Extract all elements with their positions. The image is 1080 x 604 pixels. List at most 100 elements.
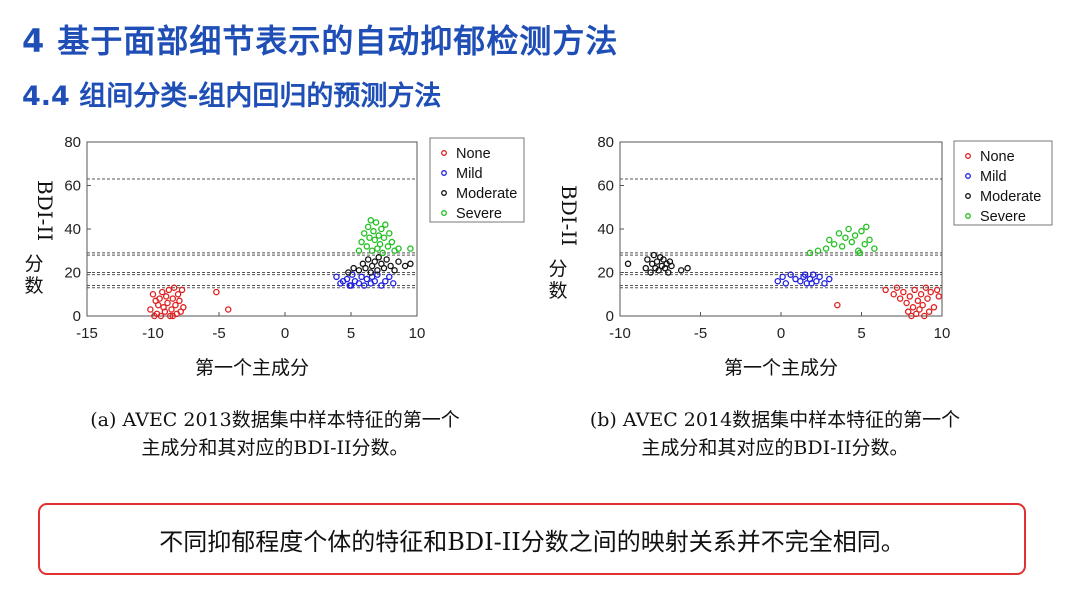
legend-label-mild: Mild — [980, 169, 1007, 185]
x-tick-label: -10 — [142, 325, 164, 342]
x-tick-label: 10 — [934, 325, 951, 342]
data-point-severe — [364, 223, 372, 231]
y-tick-label: 60 — [64, 178, 81, 195]
data-point-severe — [826, 236, 833, 244]
legend-label-moderate: Moderate — [980, 189, 1041, 205]
data-point-none — [900, 288, 907, 296]
data-point-none — [909, 304, 917, 311]
y-axis-label: BDI-II — [557, 185, 581, 246]
caption-a-line1: (a) AVEC 2013数据集中样本特征的第一个 — [90, 409, 460, 431]
legend-label-none: None — [980, 149, 1015, 165]
data-point-moderate — [668, 262, 675, 270]
caption-b-line2: 主成分和其对应的BDI-II分数。 — [641, 437, 909, 459]
data-point-moderate — [653, 258, 661, 265]
page-title: 4 基于面部细节表示的自动抑郁检测方法 — [22, 22, 619, 60]
data-point-mild — [808, 280, 815, 287]
data-point-none — [917, 290, 925, 298]
data-point-severe — [380, 234, 388, 241]
data-point-moderate — [350, 264, 357, 272]
x-tick-label: -15 — [76, 325, 98, 342]
y-tick-label: 80 — [597, 134, 614, 151]
legend-marker-none — [441, 150, 447, 156]
data-point-none — [176, 297, 183, 305]
data-point-severe — [370, 227, 377, 235]
legend-marker-moderate — [441, 190, 447, 196]
data-point-mild — [378, 282, 385, 289]
data-point-none — [180, 304, 187, 311]
y-tick-label: 40 — [64, 221, 81, 238]
data-point-severe — [856, 249, 864, 257]
data-point-severe — [382, 221, 389, 228]
data-point-none — [149, 290, 157, 298]
data-point-severe — [848, 238, 856, 246]
data-point-severe — [866, 236, 873, 244]
y-tick-label: 80 — [64, 134, 81, 151]
data-point-none — [170, 284, 178, 291]
data-point-severe — [366, 234, 373, 241]
data-point-severe — [845, 225, 852, 233]
data-point-mild — [333, 273, 340, 281]
data-point-moderate — [655, 267, 662, 274]
legend-marker-mild — [441, 170, 447, 176]
data-point-none — [172, 301, 179, 309]
data-point-none — [906, 293, 914, 300]
data-point-severe — [814, 247, 822, 254]
data-point-severe — [842, 234, 849, 241]
y-axis-label-char: 数 — [24, 275, 43, 297]
data-point-moderate — [391, 267, 398, 274]
data-point-mild — [355, 280, 363, 287]
data-point-none — [914, 297, 922, 305]
data-point-severe — [806, 249, 814, 257]
data-point-none — [157, 312, 165, 320]
x-tick-label: -5 — [694, 325, 707, 342]
x-tick-label: 0 — [777, 325, 785, 342]
data-point-moderate — [355, 267, 363, 274]
legend-marker-none — [965, 153, 971, 159]
y-axis-label-char: 分 — [548, 258, 567, 280]
data-point-severe — [376, 240, 384, 248]
data-point-mild — [382, 277, 389, 285]
data-point-mild — [360, 282, 368, 289]
data-point-mild — [358, 273, 365, 281]
data-point-severe — [372, 219, 380, 226]
data-point-none — [168, 306, 175, 313]
data-point-mild — [826, 275, 833, 283]
data-point-none — [156, 295, 163, 302]
data-point-mild — [797, 277, 804, 285]
data-point-severe — [368, 247, 376, 254]
data-point-none — [916, 306, 923, 313]
section-subtitle: 4.4 组间分类-组内回归的预测方法 — [22, 81, 442, 112]
caption-a: (a) AVEC 2013数据集中样本特征的第一个 主成分和其对应的BDI-II… — [40, 406, 510, 462]
x-axis-label: 第一个主成分 — [195, 357, 309, 379]
x-tick-label: 10 — [409, 325, 426, 342]
legend-label-severe: Severe — [980, 209, 1026, 225]
legend-marker-severe — [441, 210, 447, 216]
caption-b: (b) AVEC 2014数据集中样本特征的第一个 主成分和其对应的BDI-II… — [540, 406, 1010, 462]
data-point-none — [224, 306, 232, 313]
data-point-none — [834, 301, 841, 309]
legend-label-mild: Mild — [456, 166, 483, 182]
x-tick-label: 5 — [347, 325, 355, 342]
data-point-none — [166, 312, 174, 320]
data-point-moderate — [665, 269, 672, 276]
scatter-chart-avec2013: -15 -10 -5 0 5 10 0 20 40 60 80 第一个主成分 BDI-II 分数 None M… — [24, 134, 525, 379]
x-tick-label: -10 — [609, 325, 631, 342]
y-axis-label-char: 分 — [24, 253, 43, 275]
data-point-severe — [379, 249, 386, 257]
data-point-severe — [388, 238, 396, 246]
caption-a-line2: 主成分和其对应的BDI-II分数。 — [141, 437, 409, 459]
data-point-none — [925, 308, 933, 315]
data-point-mild — [386, 273, 393, 281]
data-point-severe — [363, 243, 371, 250]
legend-marker-severe — [965, 213, 971, 219]
data-point-none — [169, 312, 177, 320]
legend-label-moderate: Moderate — [456, 186, 517, 202]
data-point-none — [922, 284, 930, 291]
y-tick-label: 20 — [64, 265, 81, 282]
plot-area — [619, 141, 943, 317]
data-point-none — [165, 286, 173, 294]
data-point-moderate — [387, 262, 394, 270]
data-point-none — [924, 295, 931, 302]
y-axis-label-char: 数 — [548, 280, 567, 302]
data-point-none — [904, 308, 912, 315]
